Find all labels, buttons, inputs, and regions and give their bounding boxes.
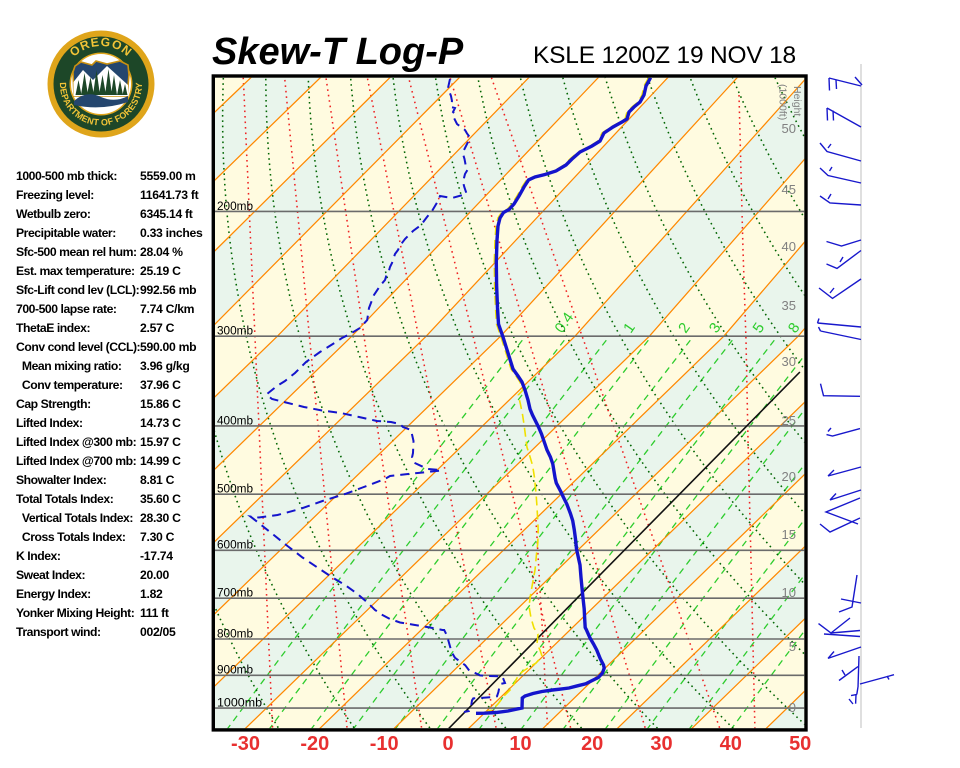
svg-text:50: 50 bbox=[789, 733, 811, 755]
svg-text:40: 40 bbox=[782, 239, 796, 254]
svg-text:15: 15 bbox=[782, 527, 796, 542]
svg-text:10: 10 bbox=[782, 585, 796, 600]
svg-text:-10: -10 bbox=[370, 733, 399, 755]
svg-text:1000mb: 1000mb bbox=[217, 696, 262, 710]
svg-text:-30: -30 bbox=[231, 733, 260, 755]
svg-text:700mb: 700mb bbox=[217, 586, 253, 600]
svg-text:20: 20 bbox=[581, 733, 603, 755]
svg-text:20: 20 bbox=[782, 469, 796, 484]
svg-text:400mb: 400mb bbox=[217, 413, 253, 427]
svg-text:35: 35 bbox=[782, 298, 796, 313]
svg-text:25: 25 bbox=[782, 413, 796, 428]
svg-text:0: 0 bbox=[789, 700, 796, 715]
svg-text:50: 50 bbox=[782, 121, 796, 136]
svg-text:200mb: 200mb bbox=[217, 199, 253, 213]
svg-text:-20: -20 bbox=[300, 733, 329, 755]
svg-text:300mb: 300mb bbox=[217, 324, 253, 338]
svg-text:40: 40 bbox=[720, 733, 742, 755]
svg-text:5: 5 bbox=[789, 639, 796, 654]
svg-text:30: 30 bbox=[782, 354, 796, 369]
svg-text:0: 0 bbox=[442, 733, 453, 755]
svg-text:600mb: 600mb bbox=[217, 538, 253, 552]
svg-text:Height: Height bbox=[791, 86, 803, 116]
svg-text:900mb: 900mb bbox=[217, 663, 253, 677]
svg-text:30: 30 bbox=[650, 733, 672, 755]
svg-text:500mb: 500mb bbox=[217, 482, 253, 496]
svg-text:45: 45 bbox=[782, 182, 796, 197]
svg-text:(1000ft): (1000ft) bbox=[777, 84, 789, 120]
svg-text:10: 10 bbox=[509, 733, 531, 755]
svg-text:800mb: 800mb bbox=[217, 626, 253, 640]
